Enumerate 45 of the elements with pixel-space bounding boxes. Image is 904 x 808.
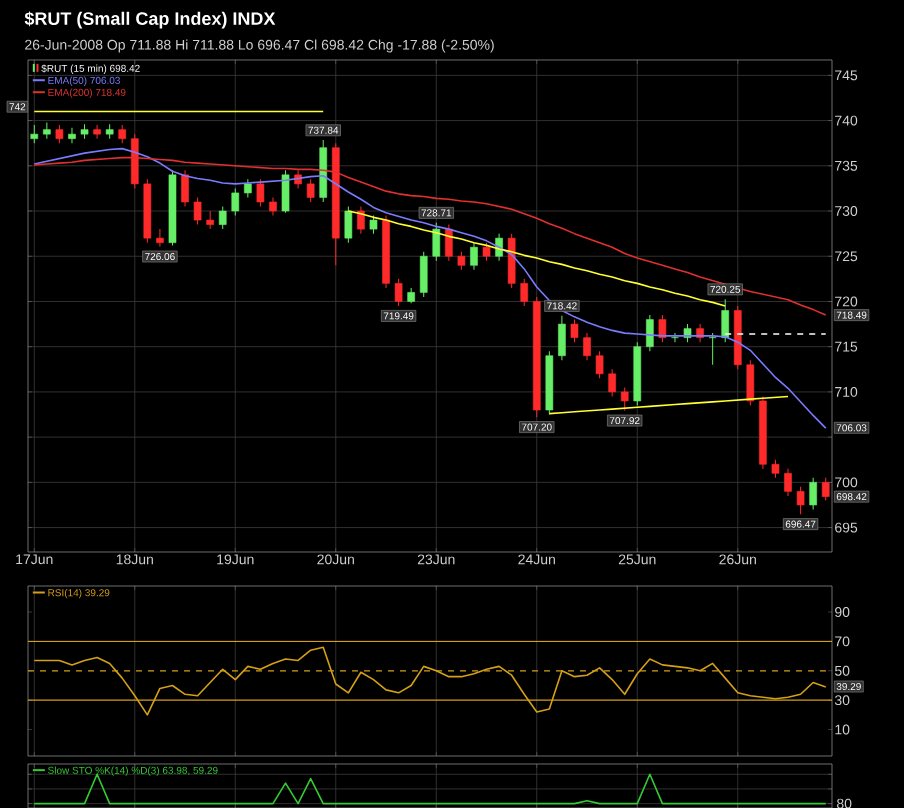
candlestick: [281, 169, 290, 214]
candlestick: [583, 332, 591, 361]
candlestick: [620, 386, 629, 412]
candlestick: [809, 477, 817, 510]
candlestick: [394, 278, 403, 307]
candlestick: [130, 133, 139, 189]
candlestick: [357, 206, 365, 235]
candlestick: [507, 233, 516, 289]
candlestick: [558, 315, 566, 361]
candlestick: [595, 350, 604, 379]
candlestick: [118, 124, 127, 144]
candlestick: [746, 359, 755, 406]
candlestick: [520, 278, 529, 307]
candlestick: [306, 178, 315, 203]
candlestick: [181, 169, 189, 207]
candlestick: [344, 206, 353, 244]
candlestick: [470, 242, 478, 271]
candlestick: [771, 459, 780, 479]
candlestick: [821, 477, 830, 501]
candlestick: [796, 486, 805, 515]
chart-title: $RUT (Small Cap Index) INDX: [24, 11, 276, 29]
candlestick: [244, 178, 252, 198]
candlestick: [206, 210, 214, 230]
candlestick: [570, 319, 579, 343]
candlestick: [608, 368, 616, 397]
candlestick: [646, 314, 654, 352]
candlestick: [218, 206, 227, 230]
candlestick: [231, 187, 240, 217]
candlestick: [193, 196, 202, 226]
candlestick: [269, 196, 277, 217]
candlestick: [482, 242, 491, 262]
candlestick: [784, 468, 792, 497]
candlestick: [156, 228, 164, 248]
candlestick: [30, 124, 39, 144]
candlestick: [55, 124, 64, 144]
candlestick: [256, 178, 265, 207]
candlestick: [658, 314, 667, 343]
candlestick: [93, 124, 101, 140]
candlestick: [721, 298, 730, 343]
candlestick: [419, 251, 428, 298]
candlestick: [432, 222, 441, 262]
candlestick: [445, 224, 453, 262]
candlestick: [457, 251, 466, 271]
candlestick: [369, 215, 378, 235]
candlestick: [68, 127, 76, 144]
